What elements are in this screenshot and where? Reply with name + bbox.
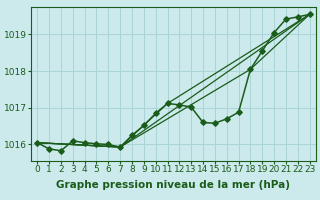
X-axis label: Graphe pression niveau de la mer (hPa): Graphe pression niveau de la mer (hPa)	[56, 180, 291, 190]
